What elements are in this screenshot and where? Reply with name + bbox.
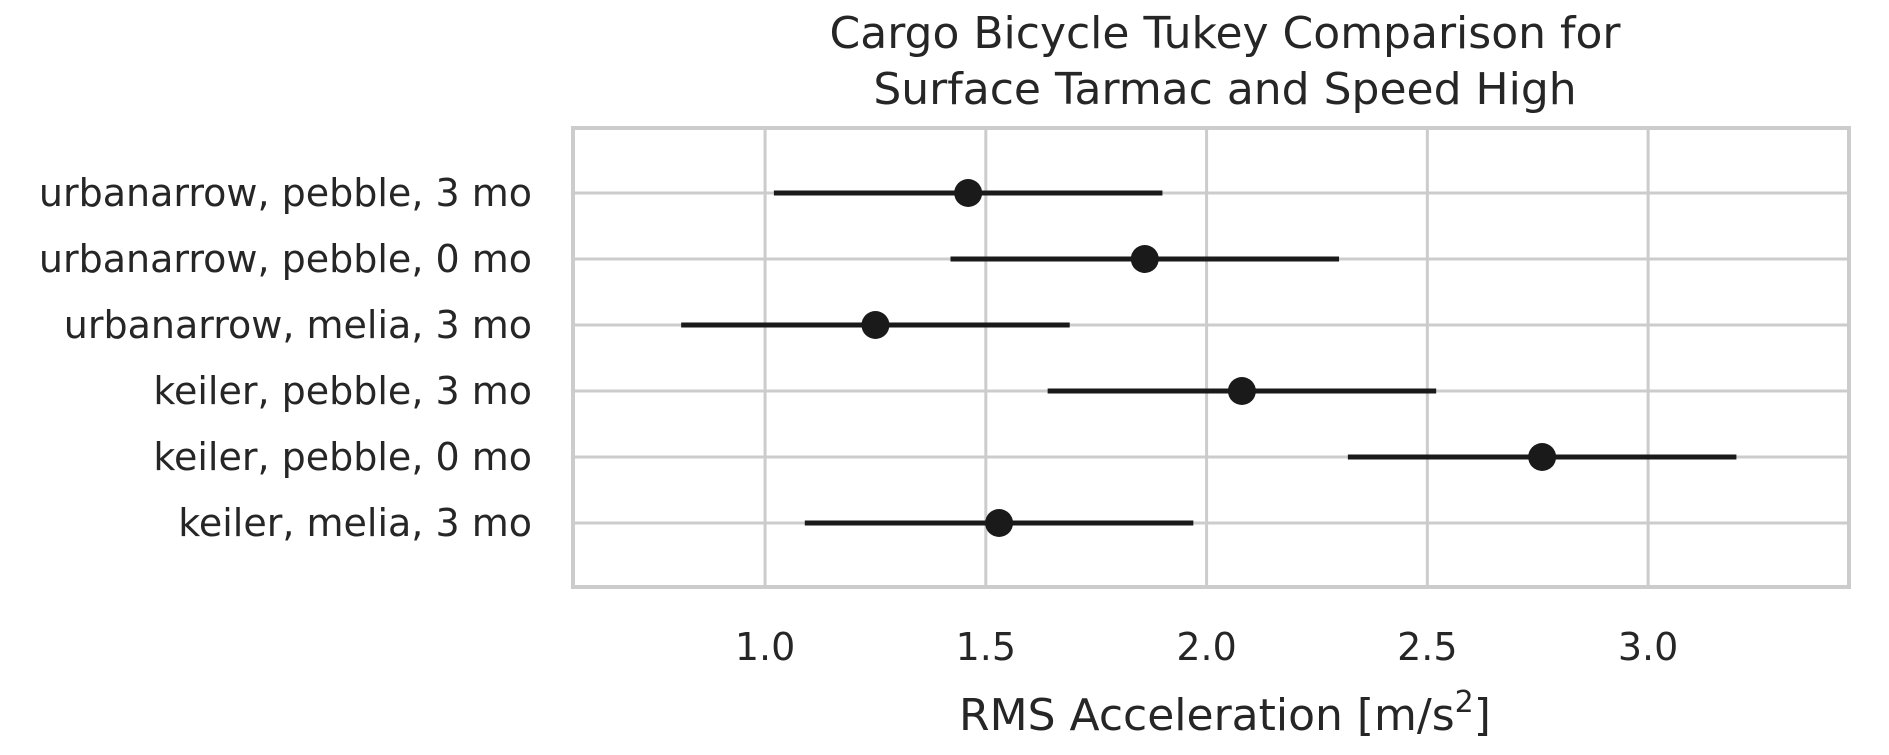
- x-axis-label: RMS Acceleration [m/s2]: [959, 685, 1491, 741]
- mean-marker: [861, 311, 890, 339]
- y-tick-label: urbanarrow, melia, 3 mo: [64, 303, 532, 347]
- x-tick-label: 1.5: [956, 625, 1016, 669]
- chart-title-line-2: Surface Tarmac and Speed High: [873, 64, 1576, 115]
- x-axis-label-sup: 2: [1455, 685, 1474, 720]
- y-tick-label: urbanarrow, pebble, 3 mo: [39, 171, 532, 215]
- mean-marker: [1130, 245, 1159, 273]
- chart-title-line-1: Cargo Bicycle Tukey Comparison for: [830, 8, 1622, 59]
- x-axis-label-suffix: ]: [1474, 690, 1491, 741]
- mean-marker: [985, 509, 1014, 537]
- y-tick-label: keiler, pebble, 0 mo: [153, 435, 532, 479]
- y-tick-label: keiler, melia, 3 mo: [178, 501, 532, 545]
- x-tick-label: 2.5: [1397, 625, 1457, 669]
- plot-frame: [571, 126, 1851, 589]
- x-tick-labels: 1.0 1.5 2.0 2.5 3.0: [735, 625, 1678, 669]
- mean-marker: [954, 179, 983, 207]
- y-tick-labels: urbanarrow, pebble, 3 mo urbanarrow, pebb…: [39, 171, 532, 545]
- x-tick-label: 3.0: [1618, 625, 1678, 669]
- y-tick-label: urbanarrow, pebble, 0 mo: [39, 237, 532, 281]
- mean-marker: [1227, 377, 1256, 405]
- interval-marks: [681, 179, 1737, 537]
- mean-marker: [1528, 443, 1557, 471]
- grid-lines: [573, 128, 1849, 587]
- x-tick-label: 1.0: [735, 625, 795, 669]
- x-tick-label: 2.0: [1176, 625, 1236, 669]
- x-axis-label-main: RMS Acceleration [m/s: [959, 690, 1455, 741]
- y-tick-label: keiler, pebble, 3 mo: [153, 369, 532, 413]
